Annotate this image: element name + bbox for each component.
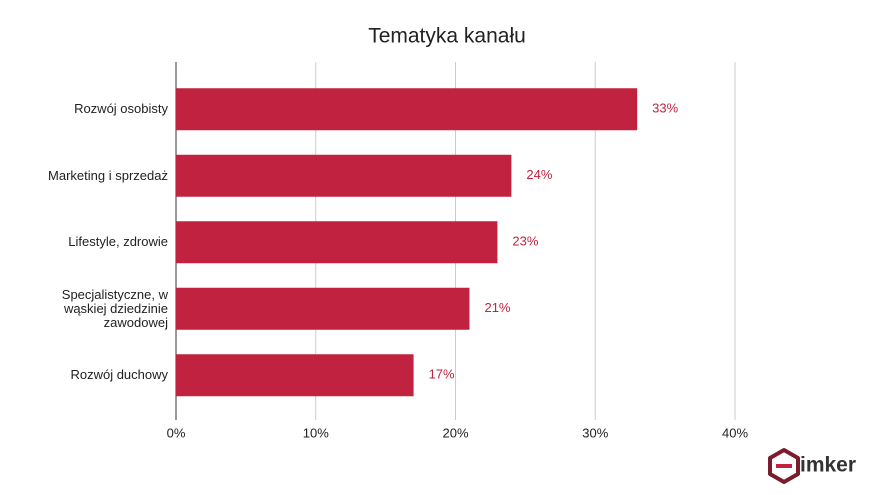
value-label: 23%: [512, 234, 538, 249]
x-tick-label: 40%: [722, 425, 748, 440]
y-tick-label: Marketing i sprzedaż: [48, 167, 168, 183]
value-label: 33%: [652, 101, 678, 116]
y-tick-label: Rozwój duchowy: [70, 367, 168, 383]
bar: [176, 287, 470, 330]
logo-icon: [768, 448, 800, 484]
value-label: 24%: [526, 167, 552, 182]
value-label: 17%: [429, 367, 455, 382]
y-tick-label: Lifestyle, zdrowie: [68, 234, 168, 250]
logo-text: imker: [800, 454, 856, 477]
bar: [176, 354, 414, 397]
chart-title: Tematyka kanału: [368, 25, 526, 48]
bar: [176, 88, 638, 131]
y-tick-label: Rozwój osobisty: [74, 101, 168, 117]
bar: [176, 154, 512, 197]
x-tick-label: 10%: [303, 425, 329, 440]
x-tick-label: 30%: [582, 425, 608, 440]
bar: [176, 221, 498, 264]
x-tick-label: 20%: [442, 425, 468, 440]
x-tick-label: 0%: [167, 425, 186, 440]
value-label: 21%: [484, 300, 510, 315]
y-tick-label: Specjalistyczne, w wąskiej dziedzinie za…: [61, 286, 168, 330]
